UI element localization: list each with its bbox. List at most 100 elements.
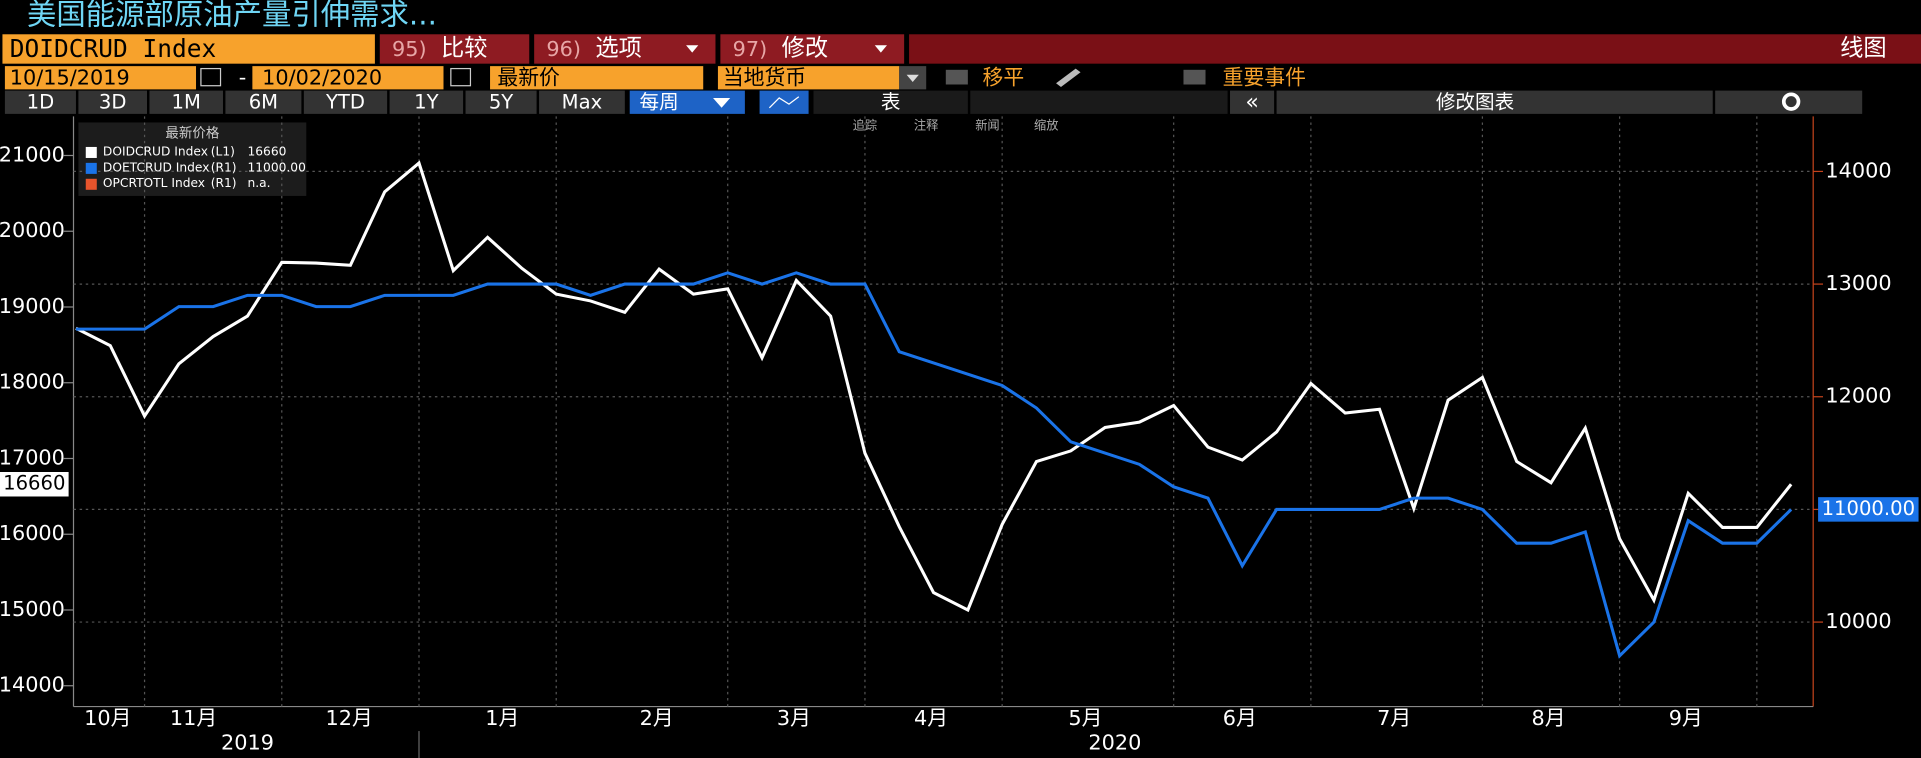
month-label: 2月 bbox=[640, 706, 674, 730]
last-value: 16660 bbox=[3, 472, 65, 495]
y-tick-label: 18000 bbox=[0, 370, 65, 394]
date-from-box[interactable] bbox=[4, 66, 197, 90]
legend-name: DOIDCRUD Index bbox=[103, 144, 208, 158]
currency-box[interactable] bbox=[717, 66, 900, 90]
year-label: 2019 bbox=[221, 730, 274, 754]
menu-label: 修改 bbox=[782, 34, 829, 61]
edit-chart-button[interactable] bbox=[1276, 90, 1713, 114]
arrow bbox=[906, 74, 919, 83]
ticker-box[interactable] bbox=[2, 34, 375, 64]
period-button[interactable] bbox=[465, 90, 537, 114]
legend-axis: (L1) bbox=[211, 144, 235, 158]
table: 表 bbox=[881, 90, 901, 113]
menu-button[interactable] bbox=[534, 34, 716, 64]
legend-value: n.a. bbox=[247, 176, 270, 190]
table-button[interactable] bbox=[813, 90, 968, 114]
view-bar bbox=[909, 34, 1921, 64]
y2-tick-label: 14000 bbox=[1825, 158, 1891, 182]
month-label: 7月 bbox=[1377, 706, 1411, 730]
y-tick-label: 19000 bbox=[0, 294, 65, 318]
month-label: 12月 bbox=[326, 706, 373, 730]
period-label: 5Y bbox=[489, 90, 513, 113]
last-value: 11000.00 bbox=[1822, 497, 1915, 520]
collapse-icon: « bbox=[1245, 90, 1258, 115]
month-label: 6月 bbox=[1223, 706, 1257, 730]
y-tick-label: 16000 bbox=[0, 521, 65, 545]
y2-tick-label: 10000 bbox=[1825, 609, 1891, 633]
menu-number: 95) bbox=[392, 37, 427, 61]
menu-button[interactable] bbox=[720, 34, 905, 64]
legend-axis: (R1) bbox=[211, 160, 237, 174]
menu-label: 选项 bbox=[595, 34, 642, 61]
month-label: 4月 bbox=[914, 706, 948, 730]
period-label: Max bbox=[562, 90, 602, 113]
currency: 当地货币 bbox=[723, 65, 806, 89]
collapse-button[interactable] bbox=[1230, 90, 1275, 114]
chart-tool[interactable]: 缩放 bbox=[1034, 118, 1058, 133]
calendar-icon[interactable] bbox=[200, 67, 222, 87]
month-label: 3月 bbox=[777, 706, 811, 730]
events: 重要事件 bbox=[1223, 65, 1306, 89]
period-button[interactable] bbox=[149, 90, 223, 114]
last-value-tag bbox=[1818, 497, 1919, 522]
date-sep: - bbox=[239, 65, 247, 89]
legend bbox=[78, 122, 307, 196]
y-tick-label: 20000 bbox=[0, 218, 65, 242]
year-label: 2020 bbox=[1088, 730, 1141, 754]
period-button[interactable] bbox=[225, 90, 302, 114]
month-label: 10月 bbox=[84, 706, 131, 730]
series-line bbox=[75, 160, 1793, 613]
field-box[interactable] bbox=[490, 66, 704, 90]
y-tick-label: 14000 bbox=[0, 673, 65, 697]
y-tick-label: 17000 bbox=[0, 445, 65, 469]
month-label: 8月 bbox=[1532, 706, 1566, 730]
last-value-tag bbox=[0, 471, 69, 497]
legend-value: 16660 bbox=[247, 144, 286, 158]
chart-type-button[interactable] bbox=[759, 90, 809, 114]
y-tick-label: 21000 bbox=[0, 142, 65, 166]
y-tick-label: 15000 bbox=[0, 597, 65, 621]
checkbox[interactable] bbox=[945, 69, 968, 85]
settings-button[interactable] bbox=[1715, 90, 1863, 114]
chart-tool[interactable]: 新闻 bbox=[975, 118, 999, 133]
pencil-icon[interactable] bbox=[1056, 68, 1081, 87]
menu-label: 比较 bbox=[441, 34, 488, 61]
period-label: 3D bbox=[99, 90, 127, 113]
ticker: DOIDCRUD Index bbox=[10, 34, 216, 63]
month-label: 5月 bbox=[1068, 706, 1102, 730]
y2-tick-label: 13000 bbox=[1825, 271, 1891, 295]
legend-title: 最新价格 bbox=[165, 125, 219, 141]
legend-name: DOETCRUD Index bbox=[103, 160, 210, 174]
frequency: 每周 bbox=[640, 90, 679, 113]
chart-tool[interactable]: 注释 bbox=[914, 118, 938, 133]
field: 最新价 bbox=[497, 65, 560, 89]
period-button[interactable] bbox=[389, 90, 464, 114]
month-label: 11月 bbox=[170, 706, 217, 730]
chart-tool[interactable]: 追踪 bbox=[853, 118, 877, 133]
menu-button[interactable] bbox=[379, 34, 530, 64]
arrow bbox=[713, 97, 731, 108]
period-button[interactable] bbox=[303, 90, 388, 114]
period-button[interactable] bbox=[539, 90, 625, 114]
date-to-box[interactable] bbox=[252, 66, 444, 90]
legend-axis: (R1) bbox=[211, 176, 237, 190]
legend-name: OPCRTOTL Index bbox=[103, 176, 205, 190]
checkbox[interactable] bbox=[1183, 69, 1206, 85]
gear-icon bbox=[1781, 92, 1801, 111]
frequency-box[interactable] bbox=[629, 90, 745, 114]
period-label: YTD bbox=[325, 90, 365, 113]
period-button[interactable] bbox=[78, 90, 148, 114]
period-label: 1D bbox=[27, 90, 55, 113]
calendar-icon[interactable] bbox=[450, 67, 472, 87]
legend-value: 11000.00 bbox=[247, 160, 305, 174]
menu-number: 97) bbox=[733, 37, 768, 61]
legend-swatch bbox=[85, 146, 97, 158]
arrow bbox=[686, 45, 699, 53]
moving-avg: 移平 bbox=[983, 65, 1025, 89]
view-label[interactable]: 线图 bbox=[1840, 34, 1887, 61]
blank-box bbox=[970, 90, 1228, 114]
legend-swatch bbox=[85, 162, 97, 174]
period-button[interactable] bbox=[4, 90, 76, 114]
